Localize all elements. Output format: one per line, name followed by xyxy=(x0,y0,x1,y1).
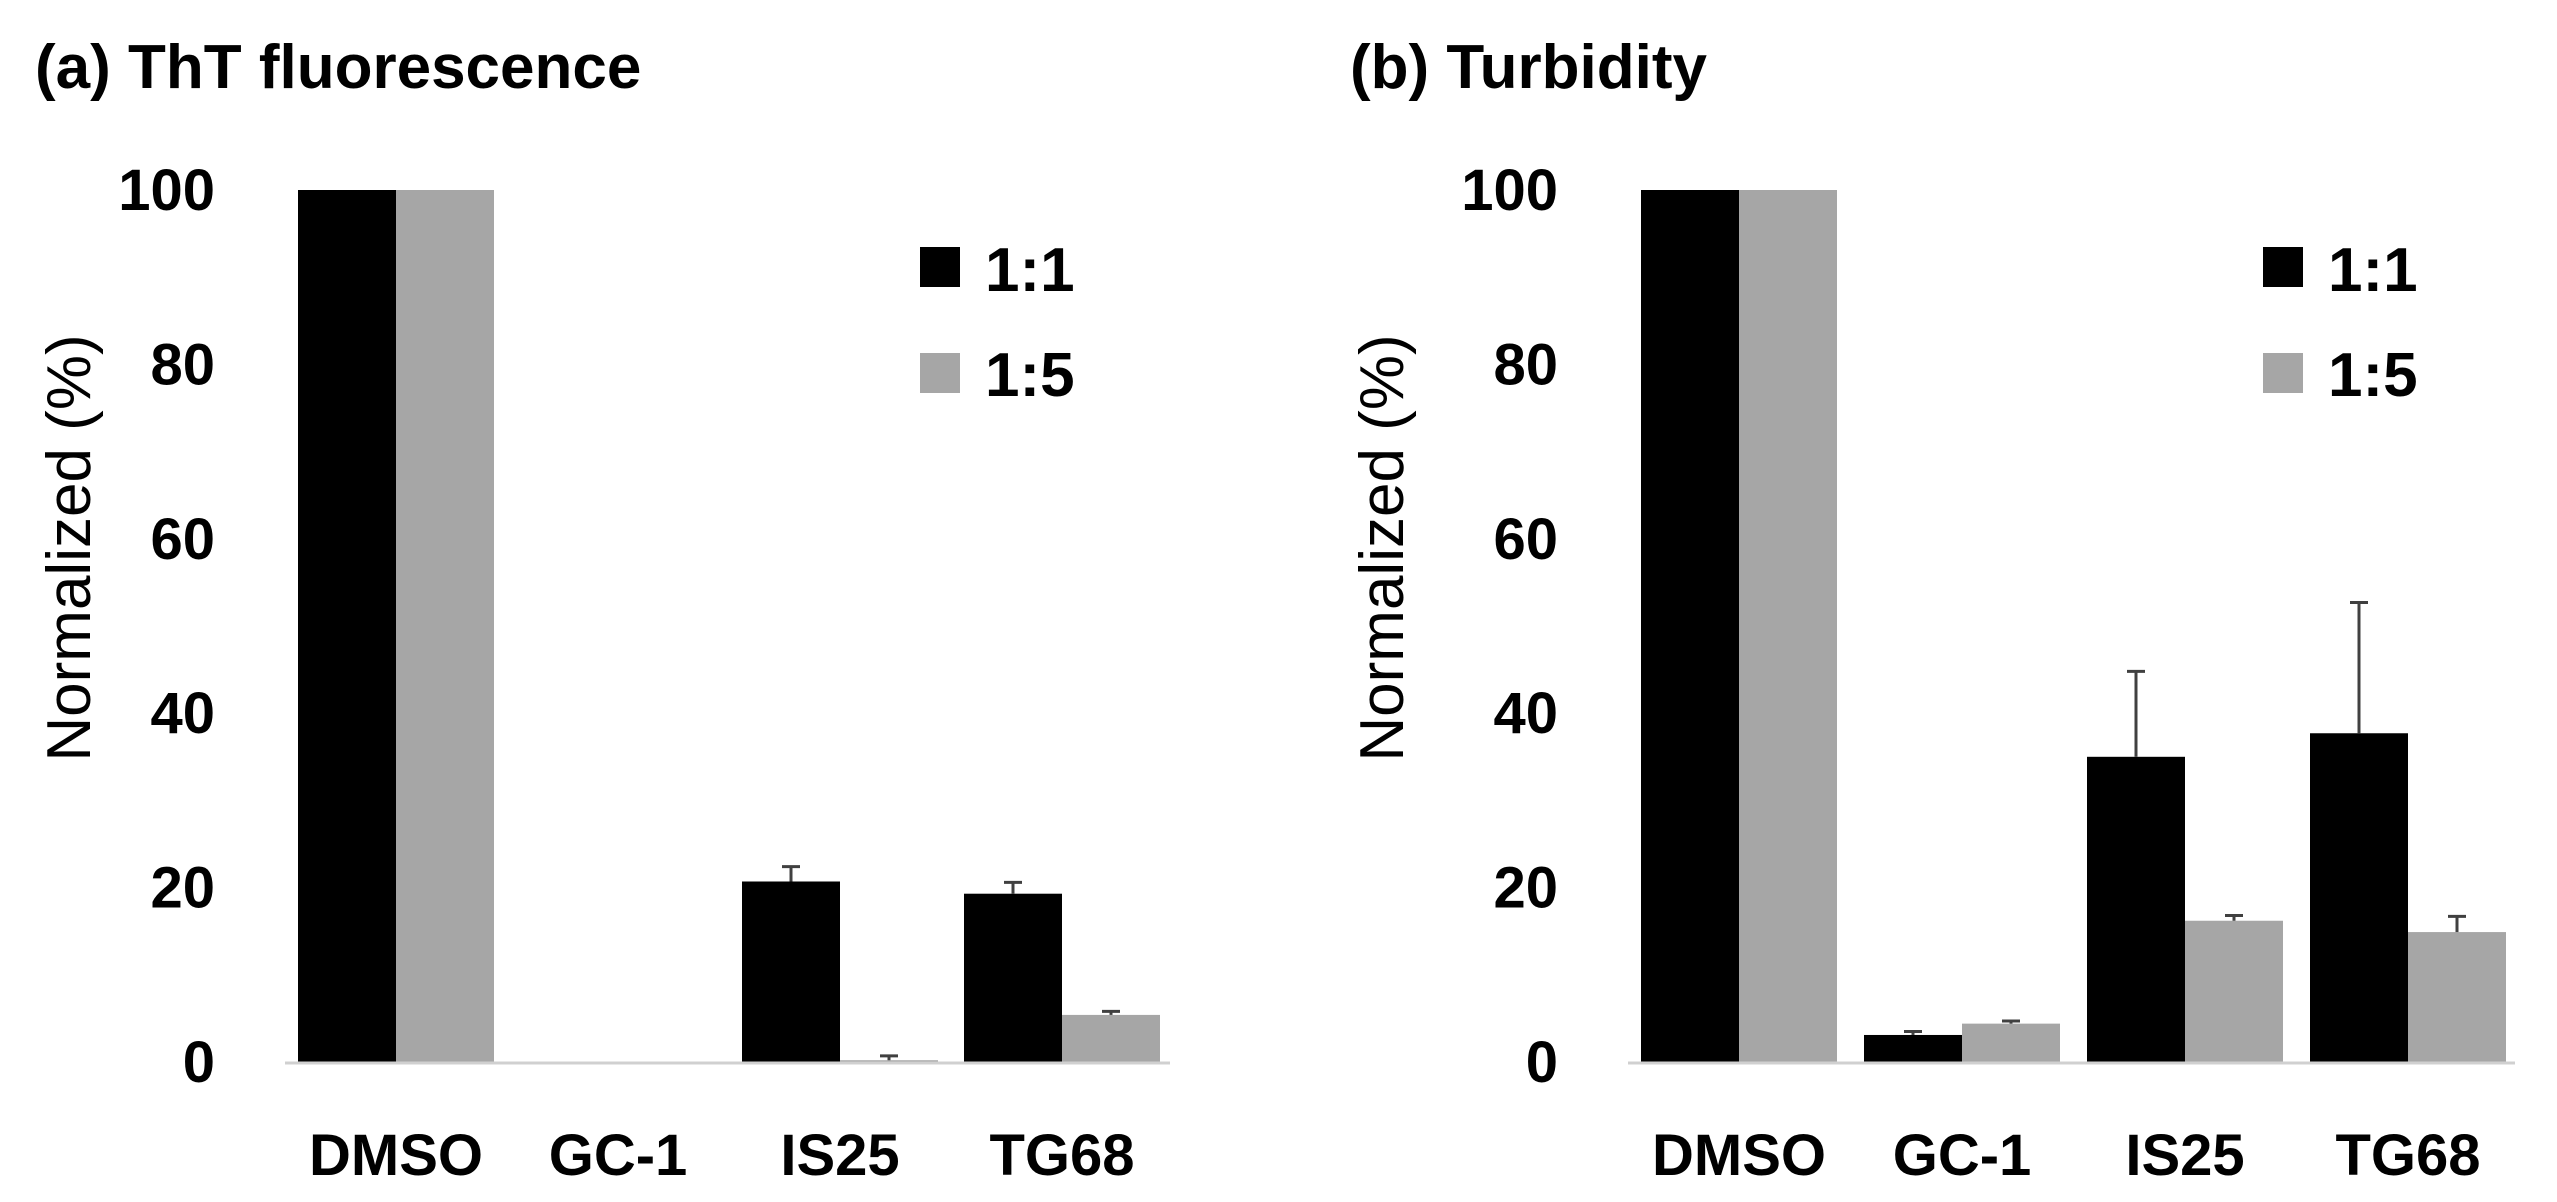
panel-b-y-ticks: 0 20 40 60 80 100 xyxy=(1461,158,1558,1095)
panel-b-y-tick-label: 100 xyxy=(1461,158,1558,223)
panel-a-x-ticks: DMSO GC-1 IS25 TG68 xyxy=(309,1123,1135,1188)
panel-b-bar-dmso-1-1 xyxy=(1641,190,1739,1062)
panel-b-x-tick-label-tg68: TG68 xyxy=(2335,1123,2480,1188)
panel-a-bar-dmso-1-1 xyxy=(298,190,396,1062)
panel-b-x-tick-label-dmso: DMSO xyxy=(1652,1123,1826,1188)
panel-a-bar-dmso-1-5 xyxy=(396,190,494,1062)
panel-b-x-tick-label-is25: IS25 xyxy=(2125,1123,2244,1188)
panel-b-y-tick-label: 0 xyxy=(1526,1030,1558,1095)
panel-a-legend-label-1-5: 1:5 xyxy=(985,341,1075,410)
panel-b-x-ticks: DMSO GC-1 IS25 TG68 xyxy=(1652,1123,2481,1188)
panel-b-bar-gc-1-1-1 xyxy=(1864,1034,1962,1062)
panel-a-bar-is25-1-5 xyxy=(840,1060,938,1062)
panel-a-x-tick-label-dmso: DMSO xyxy=(309,1123,483,1188)
panel-a-y-tick-label: 40 xyxy=(150,681,215,746)
panel-a-x-tick-label-is25: IS25 xyxy=(780,1123,899,1188)
panel-b-bar-tg68-1-5 xyxy=(2408,932,2506,1062)
panel-b-y-tick-label: 40 xyxy=(1493,681,1558,746)
panel-a-y-ticks: 0 20 40 60 80 100 xyxy=(118,158,215,1095)
panel-a-legend: 1:1 1:5 xyxy=(920,236,1075,410)
panel-b-y-tick-label: 60 xyxy=(1493,507,1558,572)
panel-a-legend-swatch-1-5 xyxy=(920,353,960,393)
panel-a-y-tick-label: 80 xyxy=(150,332,215,397)
panel-a-bar-is25-1-1 xyxy=(742,881,840,1062)
panel-a-y-tick-label: 20 xyxy=(150,856,215,921)
panel-a-y-axis-label: Normalized (%) xyxy=(35,334,104,761)
panel-b-bar-tg68-1-1 xyxy=(2310,733,2408,1062)
panel-a-y-tick-label: 0 xyxy=(183,1030,215,1095)
panel-b-y-axis-label: Normalized (%) xyxy=(1348,334,1417,761)
panel-b-bars xyxy=(1641,190,2506,1062)
panel-a-x-tick-label-gc-1: GC-1 xyxy=(549,1123,688,1188)
panel-b-legend-swatch-1-5 xyxy=(2263,353,2303,393)
panel-b: (b) Turbidity Normalized (%) 0 20 40 60 80 10… xyxy=(1348,33,2515,1188)
panel-b-y-tick-label: 80 xyxy=(1493,332,1558,397)
panel-a-y-tick-label: 100 xyxy=(118,158,215,223)
panel-b-bar-dmso-1-5 xyxy=(1739,190,1837,1062)
panel-b-legend-swatch-1-1 xyxy=(2263,247,2303,287)
panel-a-bar-tg68-1-5 xyxy=(1062,1014,1160,1062)
panel-b-legend-label-1-5: 1:5 xyxy=(2328,341,2418,410)
panel-b-legend: 1:1 1:5 xyxy=(2263,236,2418,410)
panel-a-bars xyxy=(298,190,1160,1062)
panel-a-legend-label-1-1: 1:1 xyxy=(985,236,1075,305)
panel-a: (a) ThT fluorescence Normalized (%) 0 20 4… xyxy=(35,33,1170,1188)
panel-b-bar-is25-1-1 xyxy=(2087,756,2185,1062)
panel-a-title: (a) ThT fluorescence xyxy=(35,33,641,102)
panel-a-bar-tg68-1-1 xyxy=(964,893,1062,1062)
panel-a-x-tick-label-tg68: TG68 xyxy=(989,1123,1134,1188)
panel-b-y-tick-label: 20 xyxy=(1493,856,1558,921)
panel-a-y-tick-label: 60 xyxy=(150,507,215,572)
panel-b-bar-gc-1-1-5 xyxy=(1962,1023,2060,1062)
panel-b-x-tick-label-gc-1: GC-1 xyxy=(1893,1123,2032,1188)
panel-b-title: (b) Turbidity xyxy=(1350,33,1708,102)
panel-a-legend-swatch-1-1 xyxy=(920,247,960,287)
panel-b-bar-is25-1-5 xyxy=(2185,920,2283,1062)
panel-b-legend-label-1-1: 1:1 xyxy=(2328,236,2418,305)
